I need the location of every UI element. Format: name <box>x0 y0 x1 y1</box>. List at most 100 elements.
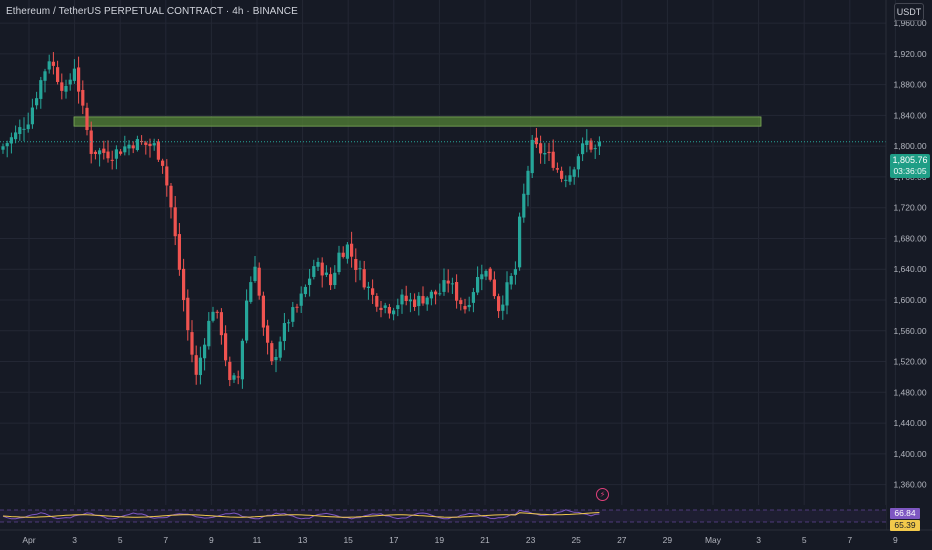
candle-body <box>375 296 379 307</box>
resistance-zone[interactable] <box>73 116 762 127</box>
candle-body <box>501 304 505 311</box>
candle-body <box>131 145 135 149</box>
candle-body <box>350 243 354 257</box>
candle-body <box>60 82 64 91</box>
candle-body <box>585 140 589 145</box>
candle-body <box>114 149 118 159</box>
candle-body <box>26 124 30 130</box>
candle-body <box>522 193 526 218</box>
candle-body <box>177 234 181 270</box>
candle-body <box>547 151 551 154</box>
candle-body <box>85 107 89 131</box>
candle-body <box>492 279 496 297</box>
candle-body <box>266 325 270 343</box>
candle-body <box>518 216 522 268</box>
candle-body <box>404 295 408 301</box>
candle-body <box>77 67 81 92</box>
candle-body <box>417 295 421 307</box>
candle-body <box>467 304 471 308</box>
candle-body <box>278 341 282 358</box>
candle-body <box>476 276 480 293</box>
x-tick-label: 25 <box>571 535 581 545</box>
x-axis: Apr 3 5 7 9 11 13 15 17 19 21 23 25 27 29 May 3 5 7 9 <box>0 529 932 545</box>
last-price-value: 1,805.76 <box>892 155 928 165</box>
candle-body <box>249 282 253 302</box>
candle-body <box>144 142 148 145</box>
candle-body <box>308 278 312 285</box>
candle-body <box>316 261 320 267</box>
candle-body <box>564 179 568 181</box>
x-tick-label: 9 <box>209 535 214 545</box>
x-tick-label: 11 <box>253 535 262 545</box>
candle-body <box>152 143 156 146</box>
oscillator-pane <box>0 505 886 530</box>
candle-body <box>106 151 110 159</box>
y-tick-label: 1,800.00 <box>893 141 926 151</box>
y-axis: 1,960.00 1,920.00 1,880.00 1,840.00 1,800.00… <box>885 0 927 530</box>
x-tick-label: 13 <box>298 535 308 545</box>
oscillator-line-2 <box>2 512 600 518</box>
candle-body <box>341 252 345 257</box>
candle-body <box>5 143 9 147</box>
candle-body <box>560 170 564 179</box>
candle-body <box>597 141 601 147</box>
candle-body <box>362 269 366 288</box>
candle-body <box>354 258 358 270</box>
candle-body <box>102 148 106 153</box>
candle-body <box>39 80 43 99</box>
candle-body <box>98 150 102 155</box>
candle-body <box>161 160 165 166</box>
candle-body <box>551 151 555 168</box>
candle-body <box>182 268 186 301</box>
candle-body <box>51 61 55 66</box>
candle-body <box>156 141 160 160</box>
candle-body <box>9 137 13 144</box>
oscillator-band <box>0 510 886 522</box>
candle-body <box>303 286 307 295</box>
candle-body <box>93 151 97 154</box>
currency-button[interactable]: USDT <box>894 3 924 21</box>
candle-body <box>593 148 597 150</box>
candle-body <box>576 156 580 170</box>
candle-body <box>333 272 337 286</box>
candle-body <box>434 291 438 295</box>
candle-body <box>64 86 68 92</box>
candle-body <box>236 376 240 378</box>
candle-body <box>526 170 530 195</box>
candle-body <box>22 128 26 130</box>
oscillator-value-2: 65.39 <box>890 520 920 531</box>
candle-body <box>446 280 450 284</box>
candle-body <box>110 159 114 161</box>
x-tick-label: 17 <box>389 535 399 545</box>
y-tick-label: 1,960.00 <box>893 18 926 28</box>
candle-body <box>421 296 425 304</box>
candle-body <box>190 332 194 355</box>
candle-body <box>429 291 433 299</box>
candle-body <box>35 98 39 106</box>
lightning-bolt-icon[interactable]: ⚡ <box>596 488 609 501</box>
last-price-badge: 1,805.76 03:36:05 <box>890 154 930 178</box>
candle-body <box>165 166 169 186</box>
candle-body <box>135 139 139 151</box>
y-tick-label: 1,480.00 <box>893 387 926 397</box>
candle-body <box>513 269 517 275</box>
candle-body <box>589 140 593 150</box>
candle-body <box>232 375 236 380</box>
candle-body <box>18 127 22 135</box>
x-tick-label: 3 <box>72 535 77 545</box>
y-tick-label: 1,640.00 <box>893 264 926 274</box>
candle-body <box>119 151 123 154</box>
candle-body <box>488 268 492 280</box>
x-tick-label: 15 <box>343 535 353 545</box>
candle-body <box>148 143 152 147</box>
candle-body <box>383 305 387 308</box>
candle-body <box>459 300 463 305</box>
candle-body <box>371 288 375 295</box>
candle-body <box>358 268 362 270</box>
y-tick-label: 1,920.00 <box>893 49 926 59</box>
candle-body <box>442 280 446 292</box>
y-tick-label: 1,680.00 <box>893 233 926 243</box>
candle-body <box>287 322 291 324</box>
y-tick-label: 1,560.00 <box>893 326 926 336</box>
